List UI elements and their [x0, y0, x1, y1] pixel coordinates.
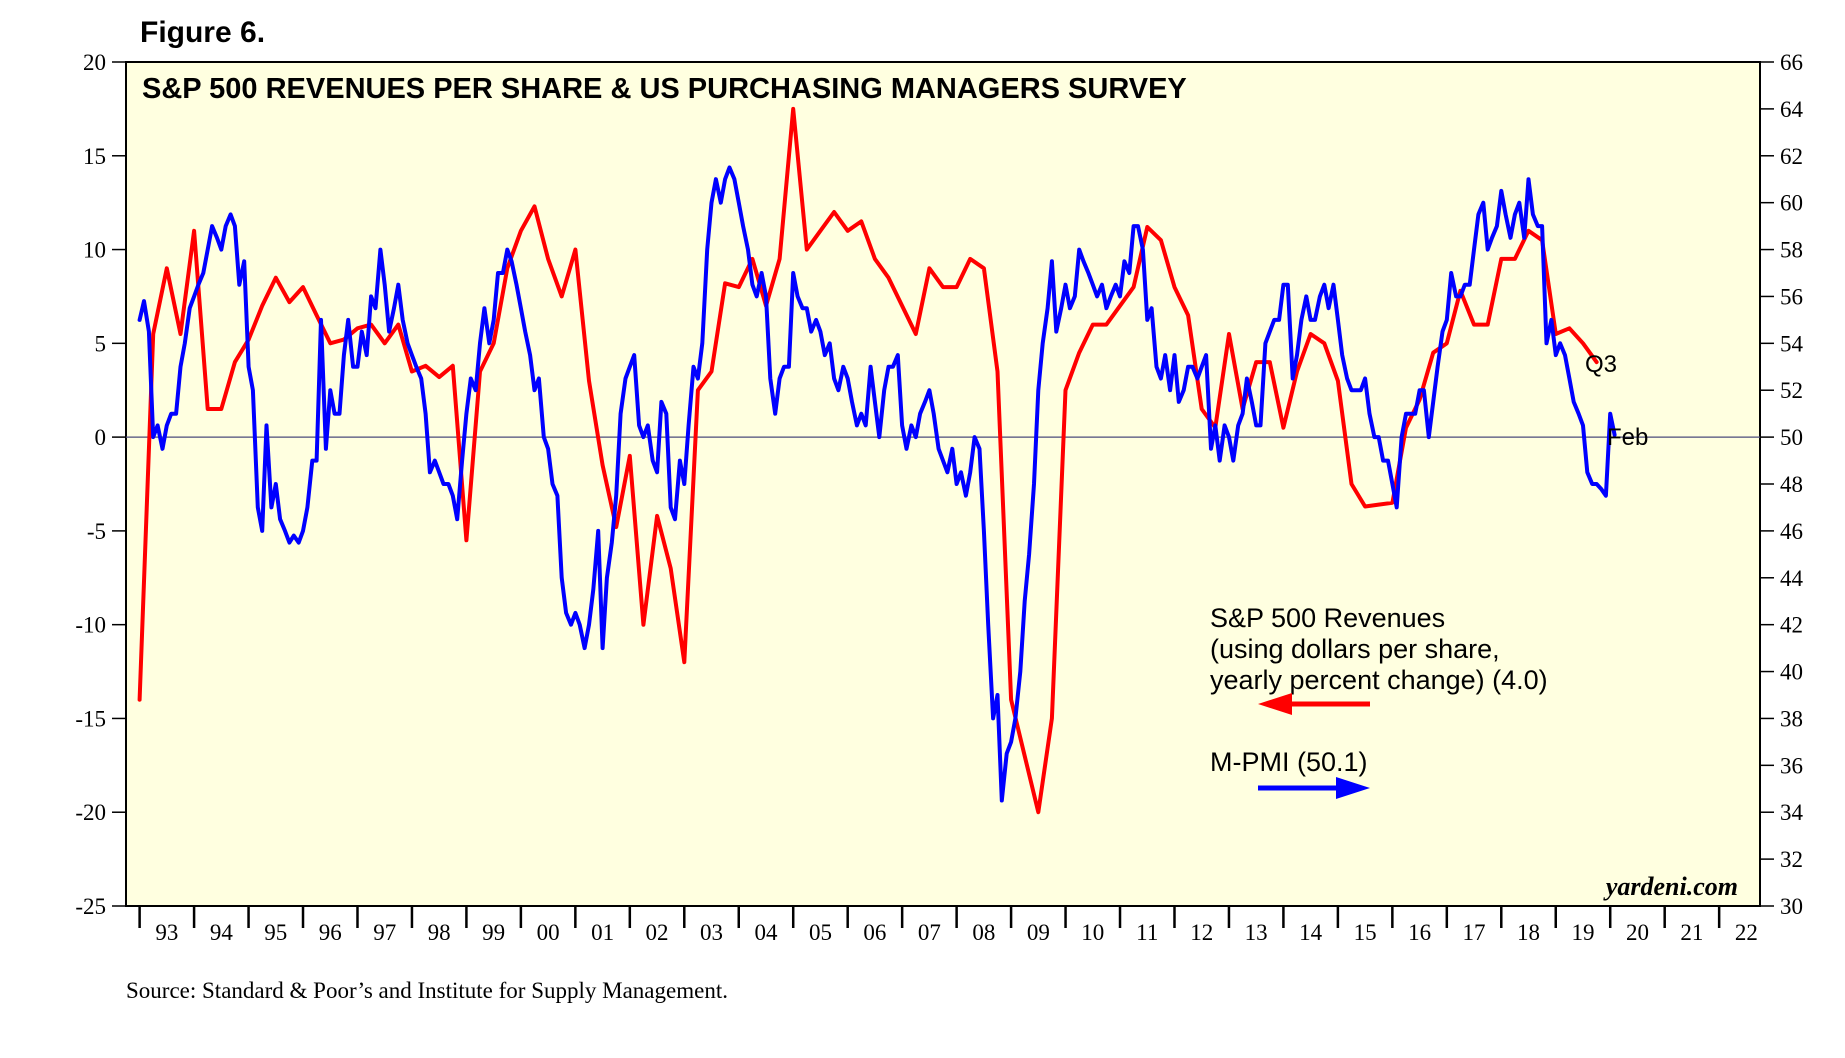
legend-revenues-line2: (using dollars per share, [1210, 634, 1500, 664]
x-tick-label: 00 [537, 920, 560, 945]
right-y-tick-label: 60 [1780, 191, 1803, 216]
x-tick-label: 06 [863, 920, 886, 945]
left-y-tick-label: 5 [95, 331, 107, 356]
x-tick-label: 95 [264, 920, 287, 945]
x-tick-label: 17 [1463, 920, 1486, 945]
plot-area [125, 61, 1761, 907]
x-tick-label: 04 [754, 920, 778, 945]
right-y-tick-label: 54 [1780, 331, 1804, 356]
x-tick-label: 97 [373, 920, 396, 945]
x-tick-label: 01 [591, 920, 614, 945]
right-y-tick-label: 38 [1780, 706, 1803, 731]
x-tick-label: 10 [1081, 920, 1104, 945]
right-y-tick-label: 30 [1780, 894, 1803, 919]
left-y-tick-label: -20 [75, 800, 106, 825]
left-y-tick-label: 20 [83, 50, 106, 75]
right-y-tick-label: 50 [1780, 425, 1803, 450]
legend-revenues: S&P 500 Revenues (using dollars per shar… [1210, 603, 1548, 715]
series-line-m-pmi [137, 165, 1617, 803]
x-tick-label: 05 [809, 920, 832, 945]
right-y-tick-label: 46 [1780, 519, 1803, 544]
right-y-tick-label: 48 [1780, 472, 1803, 497]
x-tick-label: 93 [155, 920, 178, 945]
x-axis: 93 94 95 96 97 98 99 00 01 02 03 04 05 06 07 08 09 10 11 12… [138, 906, 1758, 945]
x-tick-label: 98 [428, 920, 451, 945]
x-tick-label: 13 [1245, 920, 1268, 945]
left-y-axis: -25 -20 -15 -10 -5 0 5 10 15 20 [75, 50, 126, 919]
x-tick-label: 02 [646, 920, 669, 945]
left-y-tick-label: 10 [83, 238, 106, 263]
right-y-axis: 30 32 34 36 38 40 42 44 46 48 50 52 54 56 58 60 62 64 66 [1760, 50, 1804, 919]
pmi-end-annotation: Feb [1607, 424, 1648, 451]
revenues-end-annotation: Q3 [1585, 351, 1617, 378]
x-tick-label: 19 [1571, 920, 1594, 945]
x-tick-label: 20 [1626, 920, 1649, 945]
x-tick-label: 09 [1027, 920, 1050, 945]
watermark: yardeni.com [1603, 872, 1738, 901]
x-tick-label: 12 [1190, 920, 1213, 945]
x-tick-label: 03 [700, 920, 723, 945]
x-tick-label: 15 [1354, 920, 1377, 945]
x-tick-label: 07 [918, 920, 941, 945]
right-y-tick-label: 36 [1780, 753, 1803, 778]
right-y-tick-label: 56 [1780, 284, 1803, 309]
right-y-tick-label: 32 [1780, 847, 1803, 872]
legend-revenues-line1: S&P 500 Revenues [1210, 603, 1445, 633]
left-y-tick-label: 15 [83, 144, 106, 169]
left-y-tick-label: 0 [95, 425, 107, 450]
right-arrow-icon [1258, 777, 1370, 799]
right-y-tick-label: 40 [1780, 660, 1803, 685]
right-y-tick-label: 58 [1780, 238, 1803, 263]
x-tick-label: 22 [1735, 920, 1758, 945]
left-y-tick-label: -25 [75, 894, 106, 919]
left-arrow-icon [1258, 693, 1370, 715]
figure-label: Figure 6. [140, 16, 265, 49]
x-tick-label: 18 [1517, 920, 1540, 945]
left-y-tick-label: -15 [75, 706, 106, 731]
x-tick-label: 96 [319, 920, 342, 945]
x-tick-label: 16 [1408, 920, 1431, 945]
source-note: Source: Standard & Poor’s and Institute … [126, 978, 728, 1003]
legend-revenues-line3: yearly percent change) (4.0) [1210, 665, 1548, 695]
chart-title: S&P 500 REVENUES PER SHARE & US PURCHASI… [142, 73, 1187, 105]
right-y-tick-label: 52 [1780, 378, 1803, 403]
series-line-sp500-revenues [137, 106, 1599, 815]
x-tick-label: 14 [1299, 920, 1323, 945]
right-y-tick-label: 62 [1780, 144, 1803, 169]
legend-pmi: M-PMI (50.1) [1210, 747, 1370, 799]
right-y-tick-label: 42 [1780, 613, 1803, 638]
x-tick-label: 94 [210, 920, 234, 945]
x-tick-label: 11 [1136, 920, 1158, 945]
right-y-tick-label: 66 [1780, 50, 1803, 75]
right-y-tick-label: 34 [1780, 800, 1804, 825]
x-tick-label: 08 [972, 920, 995, 945]
x-tick-label: 21 [1680, 920, 1703, 945]
left-y-tick-label: -10 [75, 613, 106, 638]
left-y-tick-label: -5 [87, 519, 106, 544]
x-tick-label: 99 [482, 920, 505, 945]
legend-pmi-line1: M-PMI (50.1) [1210, 747, 1368, 777]
right-y-tick-label: 64 [1780, 97, 1804, 122]
right-y-tick-label: 44 [1780, 566, 1804, 591]
